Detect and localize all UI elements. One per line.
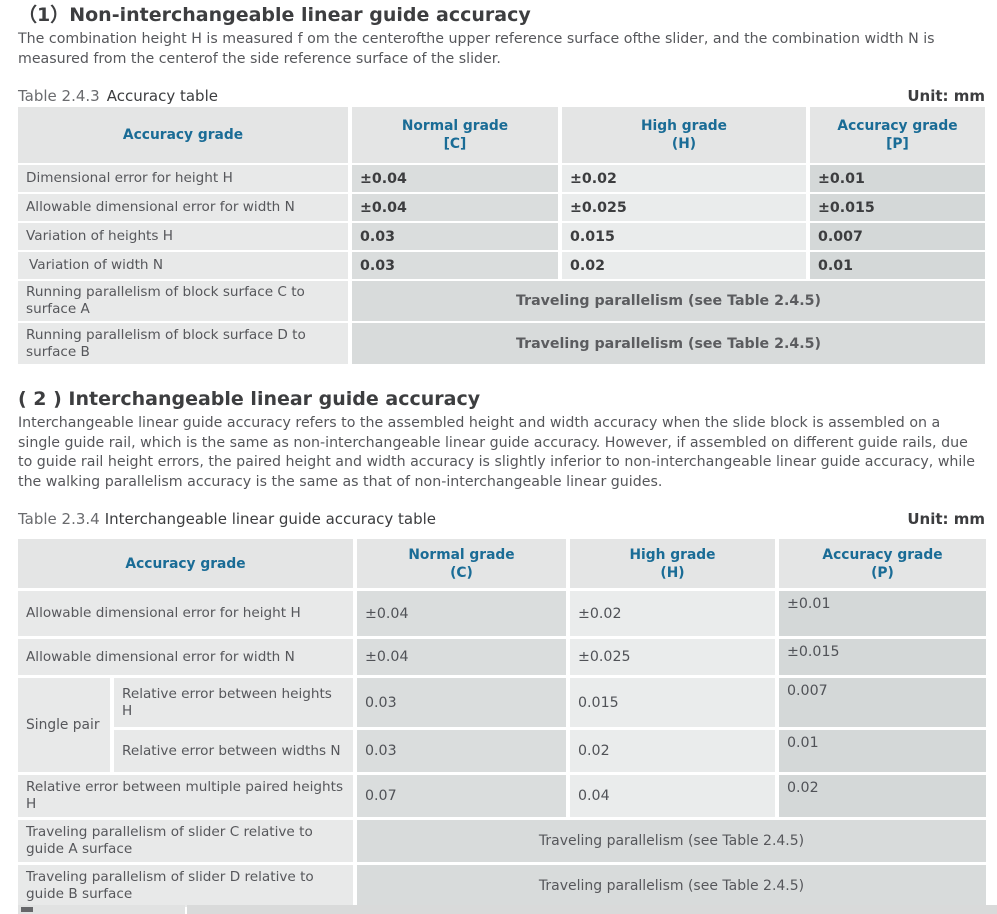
accuracy-table-noninterchangeable: Accuracy grade Normal grade [C] High gra… bbox=[18, 107, 985, 364]
section1-heading: （1）Non-interchangeable linear guide accu… bbox=[18, 4, 531, 26]
table2-row-label: Traveling parallelism of slider C relati… bbox=[18, 820, 353, 862]
table1-cell-value: 0.01 bbox=[810, 252, 985, 279]
table2-row-sublabel: Relative error between widths N bbox=[114, 730, 353, 772]
table2-row-label: Relative error between multiple paired h… bbox=[18, 775, 353, 817]
table2-caption-row: Table 2.3.4 Interchangeable linear guide… bbox=[18, 510, 985, 528]
table2-cell-value: 0.02 bbox=[570, 730, 775, 772]
table2-merged-cell: Traveling parallelism (see Table 2.4.5) bbox=[357, 865, 986, 907]
table1-cell-value: ±0.01 bbox=[810, 165, 985, 192]
section2-paragraph: Interchangeable linear guide accuracy re… bbox=[18, 415, 976, 490]
table2-header-high-grade: High grade (H) bbox=[570, 539, 775, 588]
table2-group-label-single-pair: Single pair bbox=[18, 678, 110, 772]
table2-cell-value: 0.04 bbox=[570, 775, 775, 817]
table1-cell-value: ±0.025 bbox=[562, 194, 806, 221]
table1-caption-row: Table 2.4.3 Accuracy table Unit: mm bbox=[18, 87, 985, 105]
section2-heading: ( 2 ) Interchangeable linear guide accur… bbox=[18, 388, 481, 410]
table2-row-sublabel: Relative error between heights H bbox=[114, 678, 353, 727]
table2-caption: Table 2.3.4 Interchangeable linear guide… bbox=[18, 510, 436, 528]
table2-header-accuracy-grade-p: Accuracy grade (P) bbox=[779, 539, 986, 588]
table1-row-label: Allowable dimensional error for width N bbox=[18, 194, 348, 221]
table2-caption-title: Interchangeable linear guide accuracy ta… bbox=[104, 510, 437, 528]
table1-row-label: Running parallelism of block surface D t… bbox=[18, 323, 348, 364]
table1-cell-value: ±0.04 bbox=[352, 194, 558, 221]
table1-header-accuracy-grade-p: Accuracy grade [P] bbox=[810, 107, 985, 163]
table2-cell-value: 0.007 bbox=[779, 678, 986, 727]
table1-cell-value: 0.02 bbox=[562, 252, 806, 279]
table1-header-group: Normal grade [C] High grade (H) Accuracy… bbox=[352, 107, 985, 163]
accuracy-table-interchangeable: Accuracy grade Normal grade (C) High gra… bbox=[18, 539, 986, 907]
table1-caption: Table 2.4.3 Accuracy table bbox=[18, 87, 218, 105]
table1-header-accuracy-grade: Accuracy grade bbox=[18, 107, 348, 163]
table1-cell-value: ±0.04 bbox=[352, 165, 558, 192]
table2-row-label: Allowable dimensional error for height H bbox=[18, 591, 353, 636]
table2-row-label: Traveling parallelism of slider D relati… bbox=[18, 865, 353, 907]
section1-paragraph: The combination height H is measured f o… bbox=[18, 31, 935, 67]
table2-unit-label: Unit: mm bbox=[907, 510, 985, 528]
table2-cell-value: ±0.01 bbox=[779, 591, 986, 636]
table2-row-label: Allowable dimensional error for width N bbox=[18, 639, 353, 675]
table2-cell-value: 0.015 bbox=[570, 678, 775, 727]
table1-header-high-grade: High grade (H) bbox=[562, 107, 806, 163]
table1-cell-value: 0.007 bbox=[810, 223, 985, 250]
cutoff-text-fragment bbox=[21, 907, 33, 912]
table2-header-accuracy-grade: Accuracy grade bbox=[18, 539, 353, 588]
table1-caption-number: Table 2.4.3 bbox=[18, 87, 100, 105]
page-content: （1）Non-interchangeable linear guide accu… bbox=[0, 4, 997, 907]
table1-row-label: Variation of heights H bbox=[18, 223, 348, 250]
table1-caption-title: Accuracy table bbox=[106, 87, 218, 105]
table2-cell-value: 0.02 bbox=[779, 775, 986, 817]
table2-cell-value: ±0.04 bbox=[357, 591, 566, 636]
table2-cell-value: 0.03 bbox=[357, 730, 566, 772]
table1-merged-cell: Traveling parallelism (see Table 2.4.5) bbox=[352, 323, 985, 364]
cutoff-row-label-cell bbox=[18, 905, 185, 914]
table1-row-label: Dimensional error for height H bbox=[18, 165, 348, 192]
table2-cell-value: 0.03 bbox=[357, 678, 566, 727]
table2-caption-number: Table 2.3.4 bbox=[18, 510, 100, 528]
table2-cell-value: 0.01 bbox=[779, 730, 986, 772]
table1-cell-value: 0.03 bbox=[352, 252, 558, 279]
table2-cell-value: ±0.015 bbox=[779, 639, 986, 675]
table1-row-label: Running parallelism of block surface C t… bbox=[18, 281, 348, 321]
table1-row-label: Variation of width N bbox=[18, 252, 348, 279]
table2-cell-value: ±0.02 bbox=[570, 591, 775, 636]
table1-merged-cell: Traveling parallelism (see Table 2.4.5) bbox=[352, 281, 985, 321]
table2-cell-value: ±0.025 bbox=[570, 639, 775, 675]
cutoff-row-value-bar bbox=[187, 905, 997, 914]
table2-cell-value: 0.07 bbox=[357, 775, 566, 817]
table1-cell-value: 0.03 bbox=[352, 223, 558, 250]
table1-cell-value: ±0.015 bbox=[810, 194, 985, 221]
table2-cell-value: ±0.04 bbox=[357, 639, 566, 675]
table2-header-normal-grade: Normal grade (C) bbox=[357, 539, 566, 588]
table1-cell-value: ±0.02 bbox=[562, 165, 806, 192]
table1-unit-label: Unit: mm bbox=[907, 87, 985, 105]
table1-cell-value: 0.015 bbox=[562, 223, 806, 250]
table2-merged-cell: Traveling parallelism (see Table 2.4.5) bbox=[357, 820, 986, 862]
table1-header-normal-grade: Normal grade [C] bbox=[352, 107, 558, 163]
